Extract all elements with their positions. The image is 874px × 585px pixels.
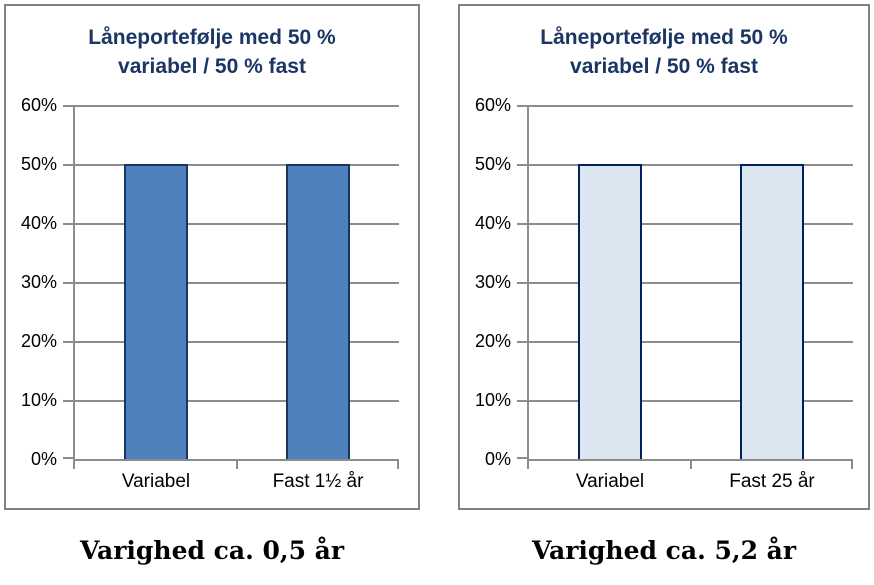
y-axis-label: 10% — [20, 389, 57, 410]
gridline — [529, 105, 853, 107]
y-axis-tick — [517, 222, 527, 225]
y-axis-tick — [63, 399, 73, 402]
plot-area: 60% 50% 40% 30% 20% 10% 0% Variabel Fast… — [21, 95, 399, 492]
y-axis-label: 60% — [20, 95, 57, 115]
chart-title-line1: Låneportefølje med 50 % — [540, 26, 788, 49]
y-axis-label: 20% — [474, 331, 511, 351]
chart-title: Låneportefølje med 50 % variabel / 50 % … — [460, 23, 868, 81]
x-axis-tick — [236, 461, 238, 469]
x-axis-label: Fast 25 år — [729, 471, 815, 492]
y-axis-tick — [517, 341, 527, 343]
y-axis-label: 60% — [474, 95, 511, 115]
gridline — [75, 105, 399, 107]
y-axis-tick — [517, 457, 527, 459]
y-axis-label: 30% — [20, 272, 57, 292]
chart-title-line2: variabel / 50 % fast — [118, 55, 306, 78]
x-axis-tick — [851, 461, 853, 469]
bar-fast — [740, 164, 804, 459]
x-axis-label: Variabel — [121, 471, 191, 492]
y-axis-label: 0% — [30, 449, 57, 469]
x-axis-tick — [690, 461, 692, 469]
bar-fast — [286, 164, 350, 459]
y-axis-tick — [517, 164, 527, 166]
chart-caption: Varighed ca. 0,5 år — [79, 536, 345, 565]
y-axis-tick — [517, 399, 527, 402]
y-axis-label: 50% — [474, 154, 511, 174]
y-axis-label: 10% — [474, 389, 511, 410]
gridline — [75, 399, 399, 402]
gridline — [529, 341, 853, 343]
gridline — [529, 282, 853, 284]
y-axis-label: 0% — [484, 449, 511, 469]
gridline — [529, 399, 853, 402]
gridline — [529, 164, 853, 166]
y-axis-label: 50% — [20, 154, 57, 174]
x-axis-origin-tick — [73, 459, 75, 469]
chart-caption: Varighed ca. 5,2 år — [531, 536, 797, 565]
y-axis-label: 40% — [20, 212, 57, 233]
y-axis-label: 40% — [474, 212, 511, 233]
x-axis-tick — [397, 461, 399, 469]
x-axis-label: Variabel — [575, 471, 645, 492]
gridline — [75, 164, 399, 166]
x-axis-origin-tick — [527, 459, 529, 469]
y-axis-label: 30% — [474, 272, 511, 292]
plot-area: 60% 50% 40% 30% 20% 10% 0% Variabel Fast… — [475, 95, 853, 492]
bar-chart-right: Låneportefølje med 50 % variabel / 50 % … — [458, 4, 870, 510]
gridline — [75, 282, 399, 284]
bar-chart-left: Låneportefølje med 50 % variabel / 50 % … — [4, 4, 420, 510]
bar-variabel — [578, 164, 642, 459]
x-axis-label: Fast 1½ år — [272, 471, 364, 492]
bar-variabel — [124, 164, 188, 459]
chart-title: Låneportefølje med 50 % variabel / 50 % … — [6, 23, 418, 81]
chart-title-line1: Låneportefølje med 50 % — [88, 26, 336, 49]
y-axis-tick — [517, 282, 527, 284]
gridline — [75, 222, 399, 225]
chart-title-line2: variabel / 50 % fast — [570, 55, 758, 78]
y-axis-tick — [63, 457, 73, 459]
y-axis-label: 20% — [20, 331, 57, 351]
y-axis-tick — [63, 282, 73, 284]
y-axis-tick — [63, 105, 73, 107]
y-axis-tick — [63, 341, 73, 343]
y-axis-tick — [63, 164, 73, 166]
y-axis-tick — [63, 222, 73, 225]
gridline — [529, 222, 853, 225]
gridline — [75, 341, 399, 343]
y-axis-tick — [517, 105, 527, 107]
